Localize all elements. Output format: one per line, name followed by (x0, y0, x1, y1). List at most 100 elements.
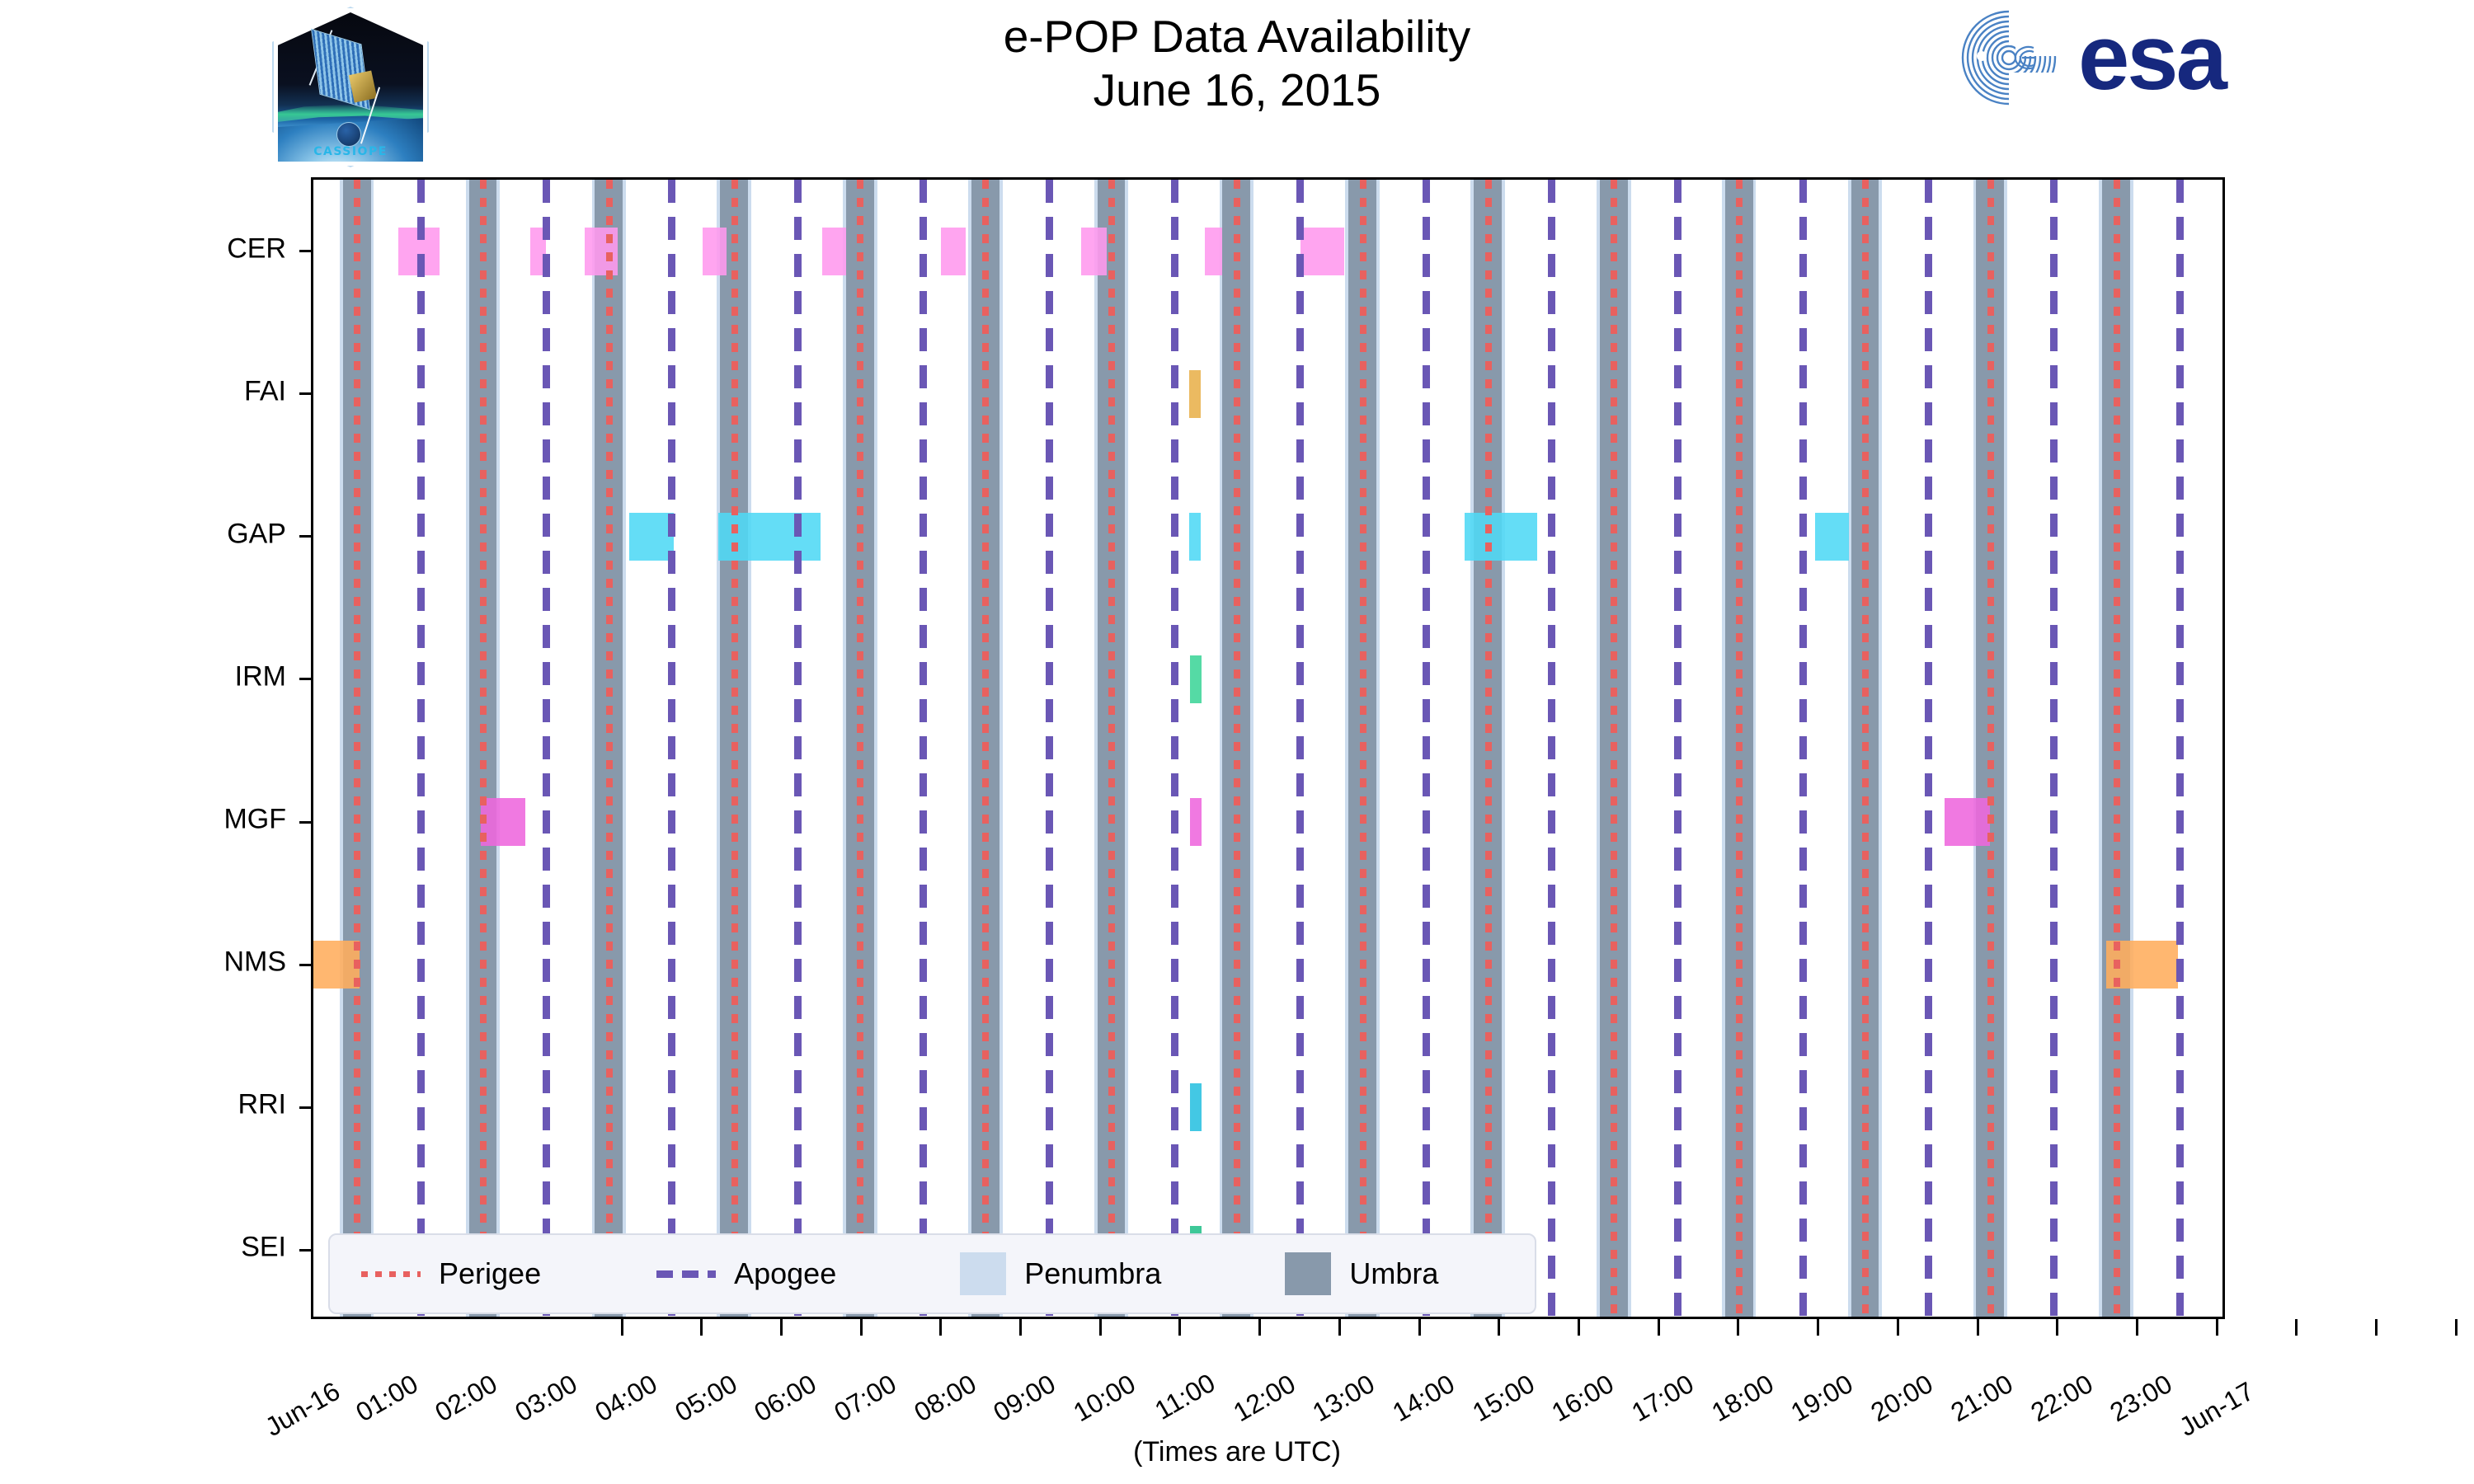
x-tick-18 (2056, 1319, 2059, 1336)
data-bar-cer (1081, 227, 1108, 275)
x-axis-label-9: 09:00 (988, 1369, 1061, 1428)
x-tick-5 (1019, 1319, 1023, 1336)
csa-badge-icon (336, 122, 361, 147)
penumbra-band (465, 180, 469, 1317)
y-axis-label-rri: RRI (238, 1088, 286, 1120)
legend-label-apogee: Apogee (734, 1256, 837, 1290)
x-axis-label-23: 23:00 (2105, 1369, 2178, 1428)
apogee-line (1925, 180, 1933, 1317)
page-title: e-POP Data Availability June 16, 2015 (577, 10, 1897, 117)
penumbra-band (1879, 180, 1883, 1317)
y-axis-label-nms: NMS (223, 946, 286, 978)
x-axis-label-20: 20:00 (1865, 1369, 1938, 1428)
legend-swatch-perigee-icon (361, 1270, 421, 1277)
perigee-line (2113, 180, 2120, 1317)
penumbra-band (1345, 180, 1349, 1317)
y-axis-label-sei: SEI (241, 1231, 286, 1263)
apogee-line (416, 180, 425, 1317)
y-tick-cer (299, 250, 313, 253)
legend-item-umbra[interactable]: Umbra (1285, 1252, 1438, 1295)
apogee-line (1296, 180, 1305, 1317)
penumbra-band (1219, 180, 1223, 1317)
x-axis-label-0: Jun-16 (260, 1375, 346, 1443)
x-axis-label-8: 08:00 (909, 1369, 981, 1428)
data-bar-cer (941, 227, 967, 275)
x-tick-12 (1578, 1319, 1580, 1336)
x-tick-23 (2454, 1319, 2458, 1336)
data-bar-mgf (1189, 798, 1202, 847)
x-axis-label-21: 21:00 (1945, 1369, 2018, 1428)
legend-item-penumbra[interactable]: Penumbra (960, 1252, 1161, 1295)
x-axis-label-2: 02:00 (430, 1369, 503, 1428)
data-bar-cer (1205, 227, 1223, 275)
penumbra-band (2004, 180, 2008, 1317)
perigee-line (605, 180, 613, 1317)
x-axis-label-4: 04:00 (590, 1369, 662, 1428)
perigee-line (1359, 180, 1366, 1317)
x-axis-label-1: 01:00 (350, 1369, 423, 1428)
x-tick-9 (1338, 1319, 1341, 1336)
x-tick-19 (2135, 1319, 2138, 1336)
x-axis-label-19: 19:00 (1785, 1369, 1859, 1428)
x-tick-10 (1418, 1319, 1421, 1336)
data-bar-cer (530, 227, 547, 275)
x-axis-labels: Jun-16 01:00 02:00 03:00 04:00 05:00 06:00 07:0… (0, 1336, 2474, 1443)
x-tick-2 (779, 1319, 783, 1336)
x-tick-20 (2215, 1319, 2218, 1336)
legend-item-apogee[interactable]: Apogee (656, 1256, 836, 1291)
perigee-line (982, 180, 990, 1317)
apogee-line (794, 180, 802, 1317)
data-bar-gap (1815, 512, 1849, 561)
penumbra-band (873, 180, 877, 1317)
penumbra-band (717, 180, 721, 1317)
data-bar-cer (702, 227, 727, 275)
title-line-2: June 16, 2015 (1093, 63, 1381, 115)
esa-wordmark: esa (2078, 6, 2227, 109)
penumbra-band (1376, 180, 1380, 1317)
data-bar-cer (821, 227, 846, 275)
x-axis-title: (Times are UTC) (1133, 1436, 1341, 1468)
data-bar-rri (1189, 1083, 1202, 1132)
apogee-line (1045, 180, 1053, 1317)
x-axis-label-22: 22:00 (2025, 1369, 2098, 1428)
x-axis-label-12: 12:00 (1227, 1369, 1300, 1428)
y-axis-labels: CER FAI GAP IRM MGF NMS RRI SEI (0, 177, 311, 1319)
penumbra-band (496, 180, 501, 1317)
cassiope-wordmark: CASSIOPE (313, 145, 388, 158)
apogee-line (668, 180, 676, 1317)
x-axis-label-16: 16:00 (1546, 1369, 1620, 1428)
x-tick-1 (700, 1319, 703, 1336)
perigee-line (731, 180, 738, 1317)
apogee-line (1171, 180, 1179, 1317)
penumbra-band (1973, 180, 1977, 1317)
legend-item-perigee[interactable]: Perigee (361, 1256, 541, 1291)
data-bar-cer (584, 227, 618, 275)
page-header: CASSIOPE e-POP Data Availability June 16… (0, 0, 2474, 177)
x-axis-label-5: 05:00 (669, 1369, 742, 1428)
x-axis-label-3: 03:00 (510, 1369, 582, 1428)
chart-legend: Perigee Apogee Penumbra Umbra (328, 1233, 1536, 1314)
perigee-line (479, 180, 487, 1317)
penumbra-band (1847, 180, 1851, 1317)
y-tick-gap (299, 535, 313, 538)
x-axis-label-17: 17:00 (1626, 1369, 1699, 1428)
x-tick-0 (620, 1319, 623, 1336)
x-tick-6 (1098, 1319, 1102, 1336)
apogee-line (1799, 180, 1807, 1317)
penumbra-band (999, 180, 1003, 1317)
apogee-line (919, 180, 927, 1317)
data-bar-mgf (481, 798, 526, 847)
penumbra-band (339, 180, 343, 1317)
y-tick-fai (299, 392, 313, 396)
x-tick-22 (2375, 1319, 2378, 1336)
perigee-line (1736, 180, 1743, 1317)
x-axis-ticks (311, 1319, 2458, 1337)
penumbra-band (370, 180, 374, 1317)
perigee-line (1108, 180, 1116, 1317)
x-tick-21 (2295, 1319, 2298, 1336)
data-bar-nms (313, 941, 360, 989)
y-axis-label-mgf: MGF (223, 803, 286, 835)
x-tick-8 (1258, 1319, 1262, 1336)
x-axis-label-10: 10:00 (1068, 1369, 1141, 1428)
